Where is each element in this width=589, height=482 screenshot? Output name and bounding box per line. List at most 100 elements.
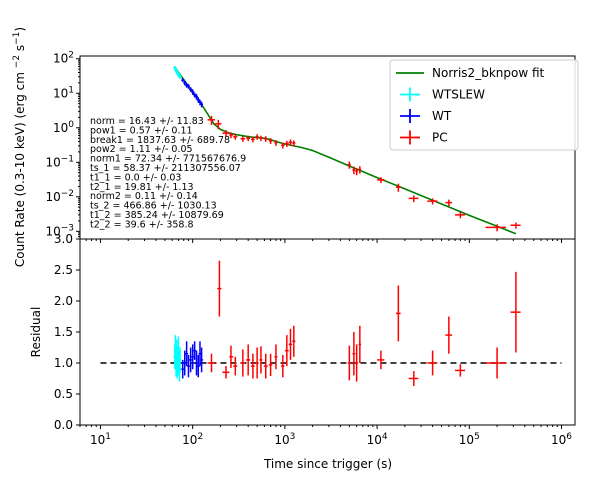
data-point-pc — [274, 140, 278, 146]
y-tick-label: 101 — [53, 85, 74, 100]
legend-label: PC — [432, 131, 448, 145]
flux-y-axis-label: Count Rate (0.3-10 keV) (erg cm −2 s−1) — [12, 27, 27, 267]
fit-parameter-line: norm = 16.43 +/- 11.83 — [90, 116, 204, 127]
legend-box — [389, 59, 579, 151]
fit-parameter-line: pow2 = 1.11 +/- 0.05 — [90, 144, 193, 155]
fit-parameter-line: t2_2 = 39.6 +/- 358.8 — [90, 219, 194, 230]
data-point-wt — [186, 84, 190, 89]
data-point-wt — [181, 359, 185, 379]
data-point-pc — [347, 345, 351, 381]
legend-label: Norris2_bknpow fit — [432, 66, 545, 80]
x-tick-label: 105 — [459, 432, 480, 447]
y-tick-label: 102 — [53, 51, 74, 66]
ylabel-sup-cm: −2 — [12, 55, 22, 68]
x-tick-label: 103 — [274, 432, 295, 447]
residual-y-tick-label: 2.0 — [54, 294, 73, 308]
series-wt — [181, 341, 204, 379]
data-point-pc — [207, 353, 216, 373]
legend-entry-wt: WT — [400, 109, 452, 123]
data-point-wt — [193, 341, 197, 360]
y-tick-label: 10−3 — [45, 223, 74, 238]
data-point-pc — [233, 134, 238, 140]
data-point-pc — [263, 353, 268, 379]
legend-entry-wtslew: WTSLEW — [400, 87, 485, 102]
residual-y-axis-label: Residual — [29, 307, 43, 358]
data-point-pc — [427, 198, 438, 205]
flux-y-axis-label-text: Count Rate (0.3-10 keV) (erg cm — [13, 72, 27, 267]
data-point-pc — [217, 260, 222, 317]
y-tick-label: 10−2 — [45, 189, 74, 204]
residual-y-tick-label: 2.5 — [54, 263, 73, 277]
residual-y-tick-label: 0.0 — [54, 418, 73, 432]
data-point-pc — [240, 136, 246, 142]
data-point-pc — [229, 345, 234, 368]
data-point-pc — [485, 347, 507, 379]
series-wtslew — [173, 65, 182, 79]
legend-label: WT — [432, 109, 452, 123]
data-point-pc — [455, 364, 466, 377]
time-x-axis-label: Time since trigger (s) — [263, 457, 392, 471]
data-point-pc — [485, 224, 507, 232]
data-point-pc — [259, 346, 263, 374]
fit-parameter-line: ts_1 = 58.37 +/- 211307556.07 — [90, 163, 241, 174]
fit-parameter-line: norm1 = 72.34 +/- 771567676.9 — [90, 154, 246, 165]
fit-parameter-line: pow1 = 0.57 +/- 0.11 — [90, 125, 193, 136]
x-tick-label: 101 — [90, 432, 111, 447]
data-point-pc — [292, 325, 296, 357]
data-point-pc — [377, 177, 385, 184]
legend-items: Norris2_bknpow fit WTSLEW WT PC — [396, 66, 545, 145]
data-point-pc — [246, 135, 251, 142]
data-point-pc — [222, 130, 230, 137]
y-tick-label: 100 — [53, 120, 74, 135]
fit-parameter-line: t1_1 = 0.0 +/- 0.03 — [90, 172, 181, 183]
data-point-pc — [284, 335, 289, 367]
data-point-pc — [408, 195, 419, 203]
data-point-wt — [200, 347, 204, 373]
data-point-pc — [207, 115, 216, 126]
data-point-wt — [185, 341, 189, 367]
residual-y-tick-label: 1.5 — [54, 325, 73, 339]
residual-y-tick-label: 0.5 — [54, 387, 73, 401]
data-point-pc — [355, 168, 358, 176]
data-point-pc — [240, 349, 246, 377]
data-point-wt — [183, 80, 187, 86]
data-point-pc — [510, 271, 521, 353]
data-point-pc — [395, 285, 401, 342]
residual-y-tick-label: 3.0 — [54, 232, 73, 246]
data-point-pc — [358, 325, 362, 363]
data-point-pc — [246, 344, 251, 376]
ylabel-mid: s — [13, 45, 27, 55]
fit-parameter-line: t1_2 = 385.24 +/- 10879.69 — [90, 210, 224, 221]
legend-label: WTSLEW — [432, 88, 485, 102]
data-point-wt — [194, 94, 198, 100]
data-point-pc — [268, 353, 273, 377]
data-point-wt — [193, 92, 197, 98]
data-point-wtslew — [178, 74, 182, 79]
series-pc — [207, 115, 521, 232]
data-point-pc — [259, 135, 263, 142]
data-point-pc — [445, 199, 453, 207]
x-tick-label: 104 — [367, 432, 388, 447]
data-point-wt — [181, 78, 185, 83]
data-point-pc — [347, 161, 351, 169]
ylabel-sup-s: −1 — [12, 32, 22, 45]
data-point-pc — [215, 119, 222, 130]
fit-parameter-line: norm2 = 0.11 +/- 0.14 — [90, 191, 198, 202]
data-point-wt — [191, 344, 195, 370]
fit-parameter-line: ts_2 = 466.86 +/- 1030.13 — [90, 201, 217, 212]
data-point-pc — [255, 134, 259, 140]
fit-parameter-line: break1 = 1837.63 +/- 689.78 — [90, 135, 230, 146]
x-tick-label: 102 — [182, 432, 203, 447]
data-point-pc — [229, 132, 234, 139]
data-point-wt — [191, 89, 195, 95]
series-pc — [207, 260, 521, 386]
residual-panel: 0.0 0.5 1.0 1.5 2.0 2.5 3.0 101 102 103 104 105 106 — [54, 232, 576, 447]
data-point-pc — [377, 350, 385, 370]
ylabel-end: ) — [13, 27, 27, 32]
data-point-pc — [358, 166, 362, 174]
legend-entry-norris2-bknpow-fit: Norris2_bknpow fit — [396, 66, 545, 80]
data-point-pc — [352, 166, 356, 175]
data-point-wt — [189, 347, 193, 373]
data-point-pc — [510, 222, 521, 229]
